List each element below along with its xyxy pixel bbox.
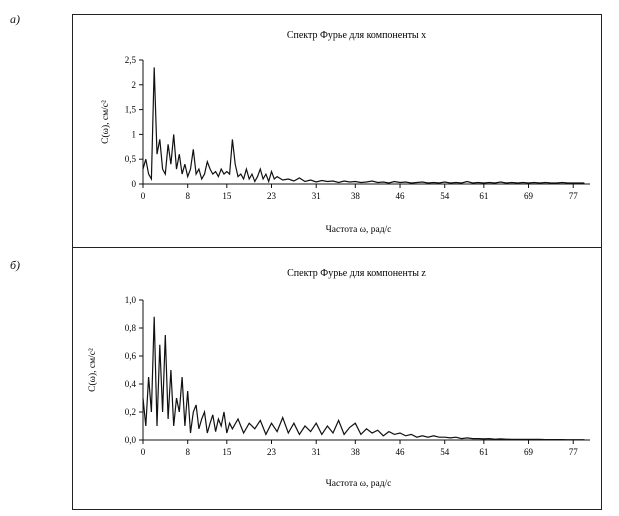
y-tick-label: 1,0 xyxy=(125,295,137,305)
x-tick-label: 0 xyxy=(141,191,146,201)
y-tick-label: 2,5 xyxy=(125,55,137,65)
y-tick-label: 2 xyxy=(132,80,137,90)
y-tick-label: 0,2 xyxy=(125,407,136,417)
y-tick-label: 0,5 xyxy=(125,154,137,164)
x-tick-label: 23 xyxy=(267,447,277,457)
x-tick-label: 8 xyxy=(185,191,190,201)
y-tick-label: 0 xyxy=(132,179,137,189)
chart-title: Спектр Фурье для компоненты x xyxy=(287,30,426,41)
x-tick-label: 15 xyxy=(222,447,232,457)
x-tick-label: 77 xyxy=(569,191,579,201)
x-tick-label: 77 xyxy=(569,447,579,457)
spectrum-series-line xyxy=(142,316,585,441)
x-tick-label: 8 xyxy=(185,447,190,457)
panel-letter-b: б) xyxy=(10,258,21,272)
x-tick-label: 69 xyxy=(524,191,534,201)
y-axis-label: C(ω), см/с² xyxy=(87,348,98,392)
y-tick-label: 0,8 xyxy=(125,323,137,333)
x-tick-label: 0 xyxy=(141,447,146,457)
x-tick-label: 38 xyxy=(351,447,361,457)
panel-divider xyxy=(72,247,602,248)
chart-title: Спектр Фурье для компоненты z xyxy=(287,268,426,279)
x-tick-label: 31 xyxy=(312,447,321,457)
y-tick-label: 1 xyxy=(132,129,137,139)
x-tick-label: 23 xyxy=(267,191,277,201)
x-tick-label: 38 xyxy=(351,191,361,201)
x-tick-label: 15 xyxy=(222,191,232,201)
x-tick-label: 46 xyxy=(396,447,406,457)
x-axis-label: Частота ω, рад/с xyxy=(326,479,392,489)
x-tick-label: 54 xyxy=(440,447,450,457)
x-tick-label: 61 xyxy=(479,191,488,201)
x-tick-label: 61 xyxy=(479,447,488,457)
y-tick-label: 0,4 xyxy=(125,379,137,389)
y-tick-label: 0,0 xyxy=(125,435,137,445)
panel-letter-a: а) xyxy=(10,12,20,26)
y-axis-label: C(ω), см/с² xyxy=(100,100,111,144)
x-tick-label: 54 xyxy=(440,191,450,201)
y-tick-label: 1,5 xyxy=(125,105,137,115)
spectrum-series-line xyxy=(142,67,585,184)
figure-frame xyxy=(72,14,602,510)
x-axis-label: Частота ω, рад/с xyxy=(326,225,392,235)
x-tick-label: 46 xyxy=(396,191,406,201)
y-tick-label: 0,6 xyxy=(125,351,137,361)
x-tick-label: 31 xyxy=(312,191,321,201)
x-tick-label: 69 xyxy=(524,447,534,457)
